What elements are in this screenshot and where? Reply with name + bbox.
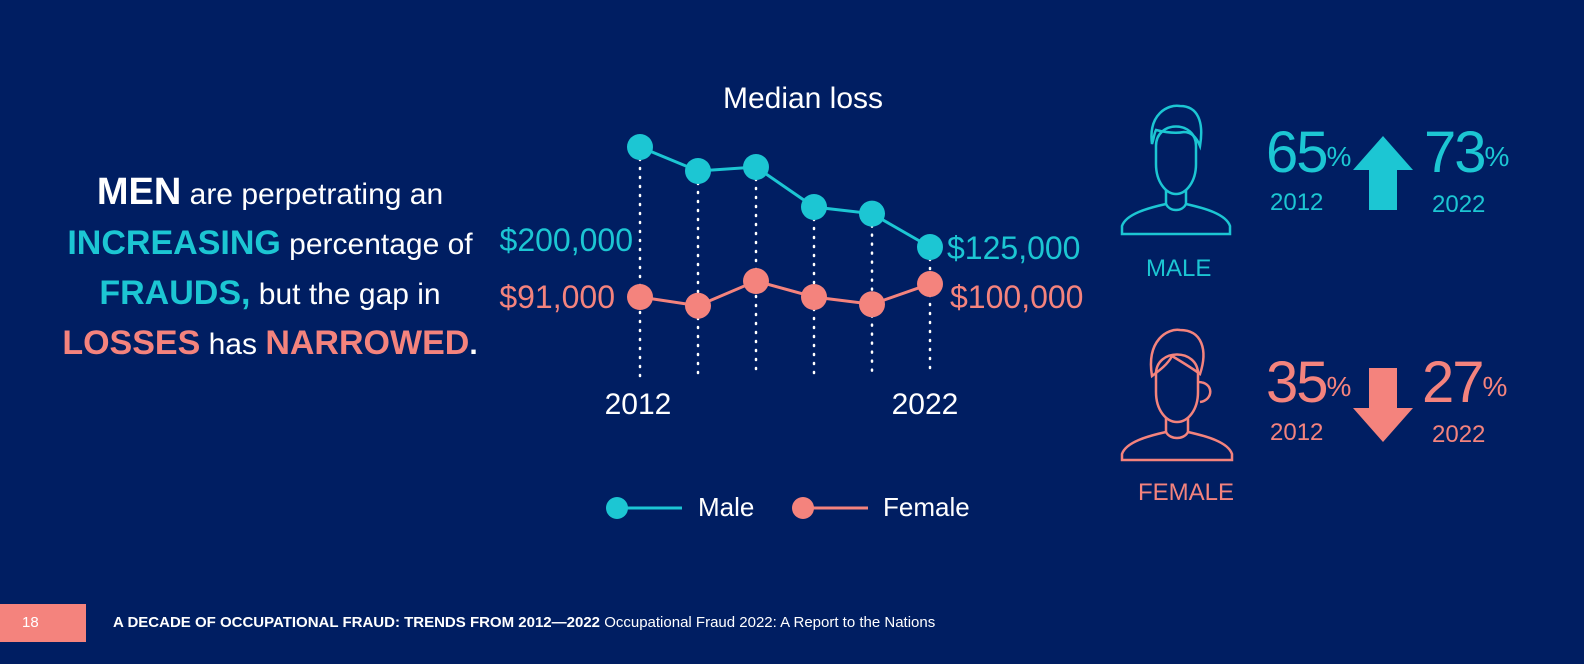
legend-female-label: Female — [883, 492, 970, 522]
pct-sign: % — [1326, 141, 1352, 172]
male-end-label: $125,000 — [947, 230, 1080, 266]
median-loss-chart: Median loss $200,000 $125,000 $91,000 $1… — [499, 82, 1083, 522]
data-point-female-2012 — [627, 284, 653, 310]
male-year-2022: 2022 — [1432, 191, 1486, 218]
headline-narrowed: NARROWED — [265, 324, 470, 362]
female-pct-2012-value: 35 — [1266, 350, 1328, 415]
data-point-male-2018 — [801, 194, 827, 220]
male-pct-2022: 73% — [1424, 124, 1509, 182]
arrow-up-icon — [1353, 136, 1413, 210]
male-start-label: $200,000 — [500, 222, 633, 258]
female-start-label: $91,000 — [499, 279, 615, 315]
male-pct-2012: 65% — [1266, 124, 1351, 182]
headline-text: are perpetrating an — [181, 178, 444, 211]
headline-text: has — [200, 328, 266, 361]
x-tick-label-2022: 2022 — [892, 388, 959, 421]
female-pct-2012: 35% — [1266, 354, 1351, 412]
series-line-female — [639, 279, 931, 308]
female-year-2022: 2022 — [1432, 421, 1486, 448]
headline-losses: LOSSES — [62, 324, 201, 362]
headline-period: . — [469, 328, 478, 361]
female-year-2012: 2012 — [1270, 419, 1324, 446]
data-point-female-2022 — [917, 270, 943, 297]
male-person-icon — [1120, 104, 1232, 236]
male-pct-2022-value: 73 — [1424, 120, 1486, 185]
footer-report-title: Occupational Fraud 2022: A Report to the… — [604, 614, 936, 631]
series-line-male — [639, 145, 931, 249]
male-label: MALE — [1146, 255, 1212, 282]
data-point-female-2018 — [801, 284, 827, 310]
footer-section-title: A DECADE OF OCCUPATIONAL FRAUD: TRENDS F… — [113, 614, 601, 631]
footer-title: A DECADE OF OCCUPATIONAL FRAUD: TRENDS F… — [113, 604, 935, 642]
page-number: 18 — [0, 604, 86, 642]
female-label: FEMALE — [1138, 479, 1235, 506]
data-point-female-2016 — [743, 268, 769, 295]
headline-frauds: FRAUDS, — [99, 274, 251, 312]
female-person-icon — [1120, 328, 1234, 462]
arrow-down-icon — [1353, 368, 1413, 442]
data-point-female-2020 — [859, 291, 885, 318]
x-tick-label-2012: 2012 — [605, 388, 672, 421]
series-layer — [627, 134, 943, 319]
headline-increasing: INCREASING — [67, 224, 281, 262]
data-point-male-2016 — [743, 154, 769, 180]
pct-sign: % — [1484, 141, 1510, 172]
female-pct-2022: 27% — [1422, 354, 1507, 412]
headline-text: but the gap in — [250, 278, 441, 311]
headline-text: percentage of — [280, 228, 473, 261]
data-point-male-2020 — [859, 200, 885, 227]
female-pct-2022-value: 27 — [1422, 350, 1484, 415]
legend-male-label: Male — [698, 492, 754, 522]
chart-title: Median loss — [723, 82, 883, 115]
headline: MEN are perpetrating an INCREASING perce… — [60, 168, 480, 369]
pct-sign: % — [1482, 371, 1508, 402]
male-year-2012: 2012 — [1270, 189, 1324, 216]
female-end-label: $100,000 — [950, 279, 1083, 315]
data-point-male-2014 — [685, 158, 711, 184]
data-point-male-2022 — [917, 234, 943, 260]
legend: Male Female — [606, 492, 970, 522]
headline-men: MEN — [96, 171, 182, 213]
pct-sign: % — [1326, 371, 1352, 402]
data-point-female-2014 — [685, 292, 711, 319]
grid-lines — [638, 157, 932, 378]
data-point-male-2012 — [627, 134, 653, 160]
male-pct-2012-value: 65 — [1266, 120, 1328, 185]
